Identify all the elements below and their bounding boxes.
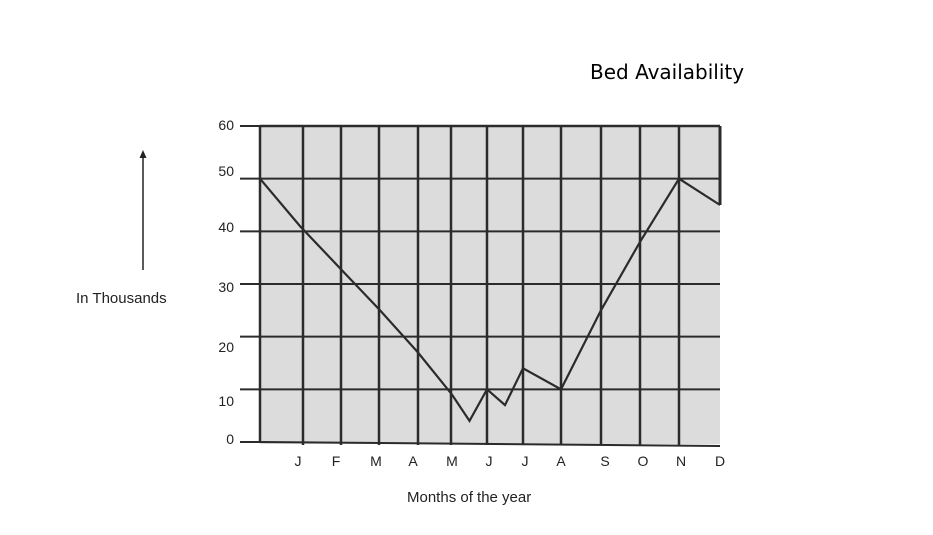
x-tick-label: F <box>332 453 341 469</box>
x-tick-label: D <box>715 453 725 469</box>
x-tick-label: M <box>370 453 382 469</box>
y-axis-arrow-head <box>139 150 147 158</box>
x-tick-label: J <box>295 453 302 469</box>
y-tick-label: 40 <box>218 219 234 235</box>
x-tick-label: S <box>600 453 609 469</box>
y-axis-label: In Thousands <box>76 290 167 307</box>
x-tick-label: M <box>446 453 458 469</box>
x-tick-label: J <box>522 453 529 469</box>
y-tick-label: 60 <box>218 117 234 133</box>
x-tick-label: O <box>638 453 649 469</box>
x-axis-line <box>259 441 721 447</box>
x-tick-label: N <box>676 453 686 469</box>
grid-lines <box>240 124 722 447</box>
chart-title: Bed Availability <box>590 60 745 84</box>
y-tick-label: 20 <box>218 339 234 355</box>
series-polyline <box>259 177 721 424</box>
series-line <box>259 177 721 424</box>
y-tick-labels: 0 10 20 30 40 50 60 <box>218 117 234 447</box>
x-axis-label: Months of the year <box>407 489 532 506</box>
y-tick-label: 10 <box>218 393 234 409</box>
y-tick-label: 30 <box>218 279 234 295</box>
y-tick-label: 0 <box>226 431 234 447</box>
y-tick-label: 50 <box>218 163 234 179</box>
x-tick-label: J <box>486 453 493 469</box>
x-tick-label: A <box>408 453 418 469</box>
x-tick-label: A <box>556 453 566 469</box>
